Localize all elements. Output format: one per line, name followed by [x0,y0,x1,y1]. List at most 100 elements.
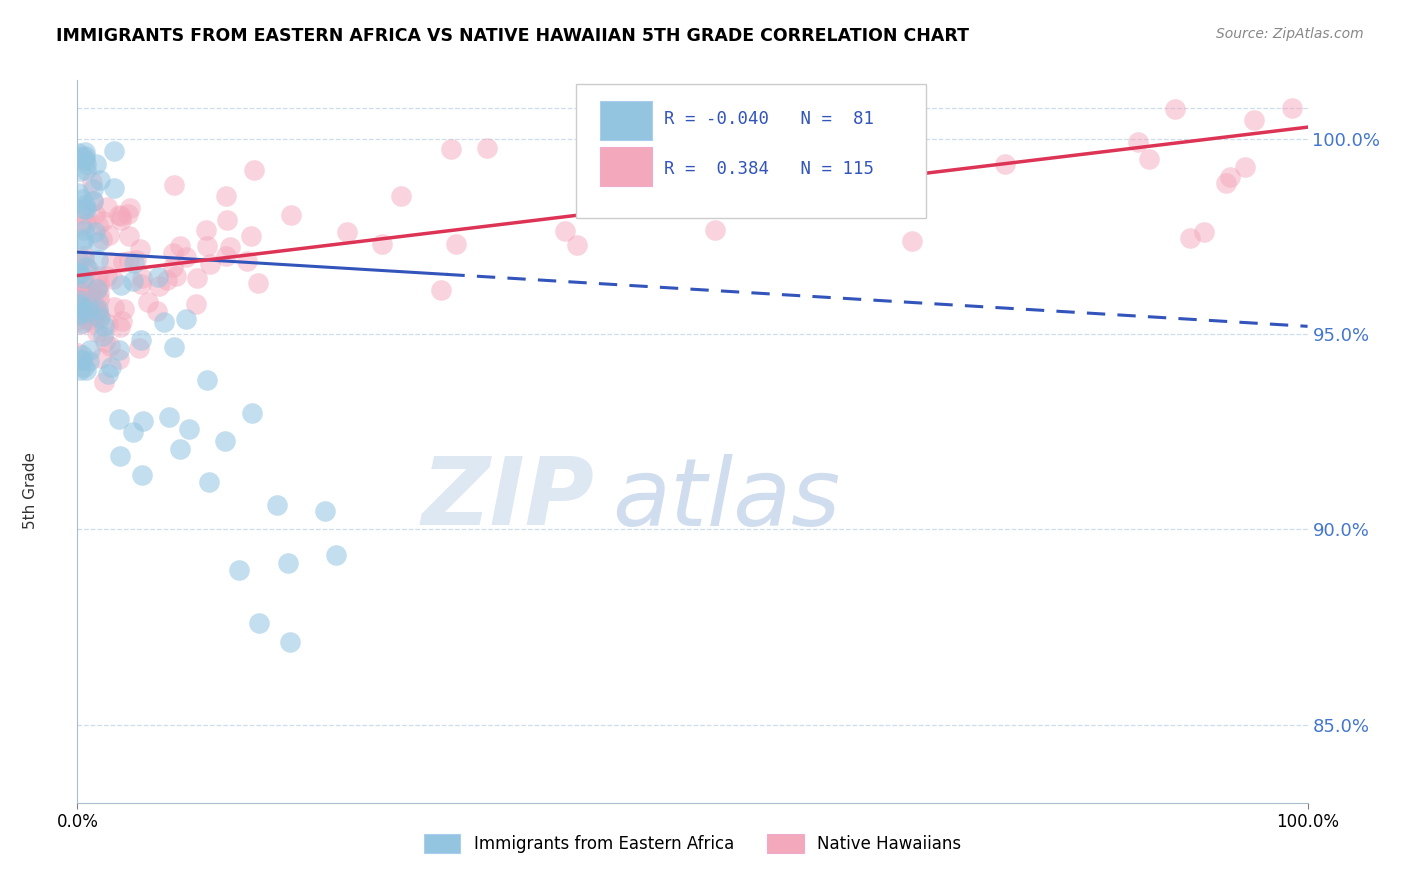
Point [1243,112,1265,127]
Point [156,273,179,287]
Point [108,208,131,222]
Point [565,237,588,252]
Point [75,202,97,216]
Point [82,287,104,301]
Point [444,237,467,252]
Point [195,223,218,237]
Point [87,302,110,317]
Point [1164,102,1187,116]
Point [84,157,107,171]
Point [118,254,141,268]
Text: R = -0.040   N =  81: R = -0.040 N = 81 [664,110,875,128]
Point [148,278,170,293]
Point [69,267,91,281]
FancyBboxPatch shape [600,101,652,139]
Point [77,262,100,277]
Point [186,297,208,311]
Point [136,295,159,310]
Point [96,200,118,214]
Point [195,239,218,253]
Point [75,157,97,171]
Point [122,256,145,270]
Point [1281,101,1303,115]
Point [266,498,288,512]
Point [86,218,108,232]
Point [96,269,118,284]
Point [214,434,236,448]
Point [75,153,97,168]
Point [90,232,112,246]
Point [215,249,238,263]
Point [108,319,131,334]
Point [67,308,90,322]
Point [163,178,186,192]
Point [67,304,90,318]
Point [163,340,186,354]
Point [228,564,250,578]
Point [111,314,134,328]
Point [72,300,94,314]
Point [122,425,145,440]
Point [243,163,266,178]
Point [67,352,90,367]
Point [91,328,114,343]
Point [69,164,91,178]
Point [69,308,91,322]
Point [67,254,90,268]
Point [72,232,94,246]
Point [110,209,132,223]
Point [76,306,98,320]
Point [900,234,922,248]
Point [131,271,153,285]
Point [67,276,90,290]
Point [240,406,263,420]
Point [214,189,236,203]
Point [72,150,94,164]
Point [82,175,104,189]
Text: 5th Grade: 5th Grade [24,452,38,529]
Point [162,245,184,260]
Point [75,216,97,230]
Point [112,254,135,268]
Point [70,192,93,206]
Point [554,224,576,238]
Point [77,305,100,319]
Point [103,272,125,286]
Point [66,313,89,327]
Point [103,180,125,194]
Point [82,194,104,208]
Point [97,317,120,331]
Point [110,277,132,292]
Point [1126,135,1149,149]
Point [82,182,104,196]
Point [872,170,894,185]
Point [125,252,148,267]
Point [153,315,176,329]
Point [97,367,120,381]
Point [84,302,107,317]
Point [146,269,169,284]
Point [73,359,96,374]
Point [70,285,93,299]
Point [1233,160,1256,174]
Point [86,304,108,318]
Point [217,213,239,227]
Point [87,293,110,307]
Point [82,316,104,330]
Point [186,271,208,285]
Point [314,504,336,518]
Point [197,475,219,490]
FancyBboxPatch shape [575,84,927,218]
Point [73,202,96,216]
Point [132,414,155,428]
Point [100,254,122,268]
Point [70,305,93,319]
Point [475,141,498,155]
Point [110,213,132,227]
Point [67,299,90,313]
Point [70,317,93,331]
Point [86,325,108,339]
Point [131,468,153,483]
Point [86,282,108,296]
Point [72,234,94,248]
